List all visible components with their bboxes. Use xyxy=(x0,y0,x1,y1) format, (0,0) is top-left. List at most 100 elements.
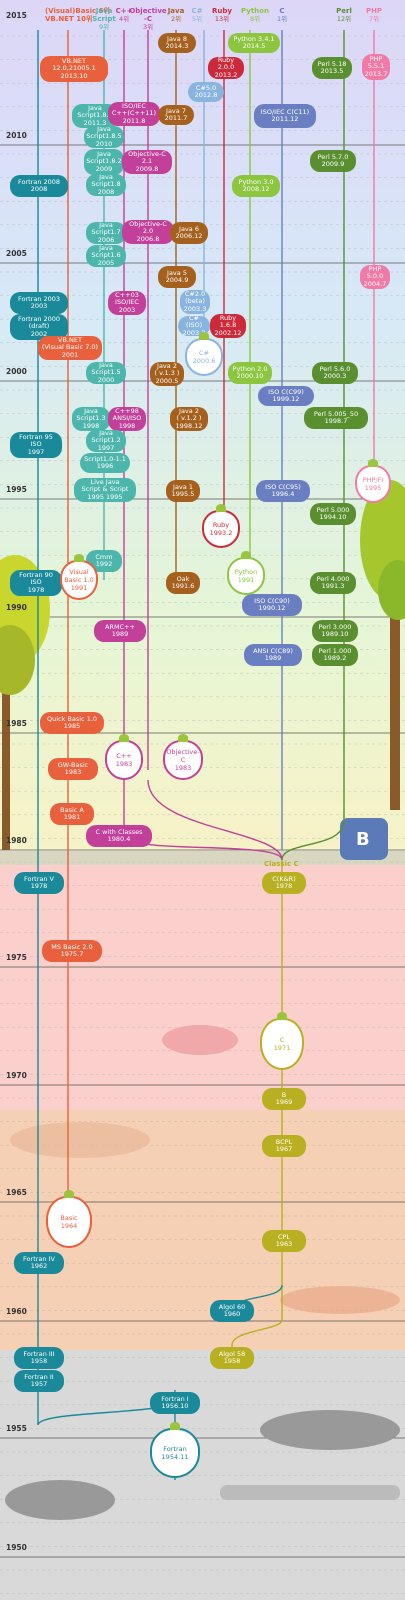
node-perl518: Perl 5.18 2013.5 xyxy=(312,57,352,79)
node-text: 1958 xyxy=(223,1357,241,1365)
node-text: 1995 1995 xyxy=(87,492,123,501)
header-rank: 4위 xyxy=(118,15,130,23)
node-text: Java xyxy=(84,406,98,415)
node-text: 1985 xyxy=(63,722,81,730)
node-text: Script1.8.5 xyxy=(86,132,122,141)
node-text: 2008.12 xyxy=(242,185,270,193)
node-text: Fortran 2008 xyxy=(17,177,61,186)
node-c95: ISO C(C95) 1996.4 xyxy=(256,480,310,502)
node-basica: Basic A 1981 xyxy=(50,803,94,825)
node-text: Java xyxy=(99,172,113,181)
origin-text: Python xyxy=(234,568,258,576)
node-text: 2013.2 xyxy=(214,70,238,79)
node-text: Basic A xyxy=(60,805,84,814)
node-python30: Python 3.0 2008.12 xyxy=(232,175,280,197)
node-objc21: Objective-C 2.1 2009.8 xyxy=(122,150,172,174)
node-text: Java xyxy=(99,360,113,369)
header-name: Java xyxy=(167,7,185,15)
node-text: PHP xyxy=(368,264,382,273)
node-text: 1989 xyxy=(264,654,282,662)
header-3: Objective -C 3위 xyxy=(128,7,168,31)
node-ruby16: Ruby 1.6.8 2002.12 xyxy=(210,314,246,338)
node-python20: Python 2.0 2000.10 xyxy=(228,362,272,384)
node-text: 2009 xyxy=(95,164,113,173)
header-name: Java xyxy=(95,7,113,15)
node-text: 1998.7 xyxy=(324,417,348,425)
origin-text: Ruby xyxy=(212,521,230,529)
node-gwbasic: GW-Basic 1983 xyxy=(48,758,98,780)
node-text: 2000.10 xyxy=(236,372,264,380)
node-js182: Java Script1.8.2 2009 xyxy=(84,149,124,175)
node-algol60: Algol 60 1960 xyxy=(210,1300,254,1322)
node-cwithclasses: C with Classes 1980.4 xyxy=(86,825,152,847)
node-text: Perl 4.000 xyxy=(316,574,350,583)
header-1: Java Script 9위 xyxy=(84,7,124,31)
node-java1: Java 1 1995.5 xyxy=(166,480,200,502)
origin-b-objc: Objective-C 1983 xyxy=(163,734,203,780)
year-label: 1985 xyxy=(6,719,27,728)
node-java2v12: Java 2( v.1.2 ) 1998.12 xyxy=(170,407,208,431)
node-cmm: Cmm 1992 xyxy=(86,550,122,572)
node-text: Java 6 xyxy=(179,224,199,233)
node-text: 2.0 xyxy=(142,227,154,236)
header-rank: 8위 xyxy=(249,15,261,23)
node-text: ISO C(C95) xyxy=(265,482,301,491)
node-text: 5.0.0 xyxy=(366,272,384,281)
node-perl57: Perl 5.7.0 2009.9 xyxy=(310,150,356,172)
node-text: 1969 xyxy=(275,1098,293,1106)
node-python341: Python 3.4.1 2014.5 xyxy=(228,33,280,53)
header-rank: 9위 xyxy=(98,23,110,31)
node-text: (draft) xyxy=(28,322,50,331)
node-text: C(K&R) xyxy=(272,874,296,883)
node-text: ISO xyxy=(30,440,42,449)
node-text: 2009.9 xyxy=(321,160,345,168)
year-label: 1980 xyxy=(6,836,27,845)
node-text: 12.0,21005.1 xyxy=(52,64,96,73)
node-text: Java 2 xyxy=(157,361,177,370)
node-csiso: C#(ISO) 2003.3 xyxy=(178,314,210,336)
node-text: (beta) xyxy=(185,297,205,306)
header-rank: 13위 xyxy=(214,15,230,23)
node-text: BCPL xyxy=(275,1137,293,1146)
origin-text: C++ xyxy=(116,752,132,760)
header-name: Python xyxy=(241,7,269,15)
node-text: B xyxy=(281,1090,287,1099)
node-text: C#2.0 xyxy=(184,289,206,298)
header-name: C++ xyxy=(115,7,133,15)
origin-text: 1983 xyxy=(174,764,192,772)
node-ruby20: Ruby 2.0.0 2013.2 xyxy=(208,56,244,79)
node-cs50: C#5.0 2012.8 xyxy=(188,82,224,102)
year-label: 1995 xyxy=(6,485,27,494)
node-js185b: Java Script1.8.5 2010 xyxy=(84,125,124,148)
year-label: 2005 xyxy=(6,249,27,258)
node-perl5005: Perl 5.005_50 1998.7 xyxy=(304,407,368,429)
node-text: ISO/IEC xyxy=(122,101,146,110)
node-js12: Java Script1.2 1997 xyxy=(86,429,126,452)
node-text: Java 7 xyxy=(166,106,186,115)
node-text: 1978 xyxy=(27,585,45,594)
node-text: Java 2 xyxy=(179,406,199,415)
node-text: 1.6.8 xyxy=(219,321,237,330)
node-text: 1989 xyxy=(111,630,129,638)
header-8: C 1위 xyxy=(262,7,302,23)
node-text: Fortran 90 xyxy=(19,570,53,579)
node-msbasic: MS Basic 2.0 1975.7 xyxy=(42,940,102,962)
node-text: 2012.8 xyxy=(194,91,218,99)
node-js17: Java Script1.7 2006 xyxy=(86,221,126,244)
node-text: 2011.3 xyxy=(83,118,107,127)
node-text: Script1.3 xyxy=(76,414,106,423)
origin-b-fortran: Fortran 1954.11 xyxy=(150,1422,200,1478)
node-text: Oak xyxy=(176,574,190,583)
node-text: 2011.7 xyxy=(164,114,188,122)
node-qbasic: Quick Basic 1.0 1985 xyxy=(40,712,104,734)
node-perl40: Perl 4.000 1991.3 xyxy=(310,572,356,594)
node-text: 1958 xyxy=(30,1357,48,1365)
node-text: 1997 xyxy=(97,443,115,452)
node-oak: Oak 1991.6 xyxy=(166,572,200,594)
year-label: 1990 xyxy=(6,603,27,612)
node-text: 2003 xyxy=(118,305,136,314)
node-text: Fortran V xyxy=(24,874,54,883)
origin-b-ruby: Ruby 1993.2 xyxy=(202,504,240,548)
node-text: Java xyxy=(99,243,113,252)
node-text: ISO/IEC C(C11) xyxy=(260,107,310,116)
